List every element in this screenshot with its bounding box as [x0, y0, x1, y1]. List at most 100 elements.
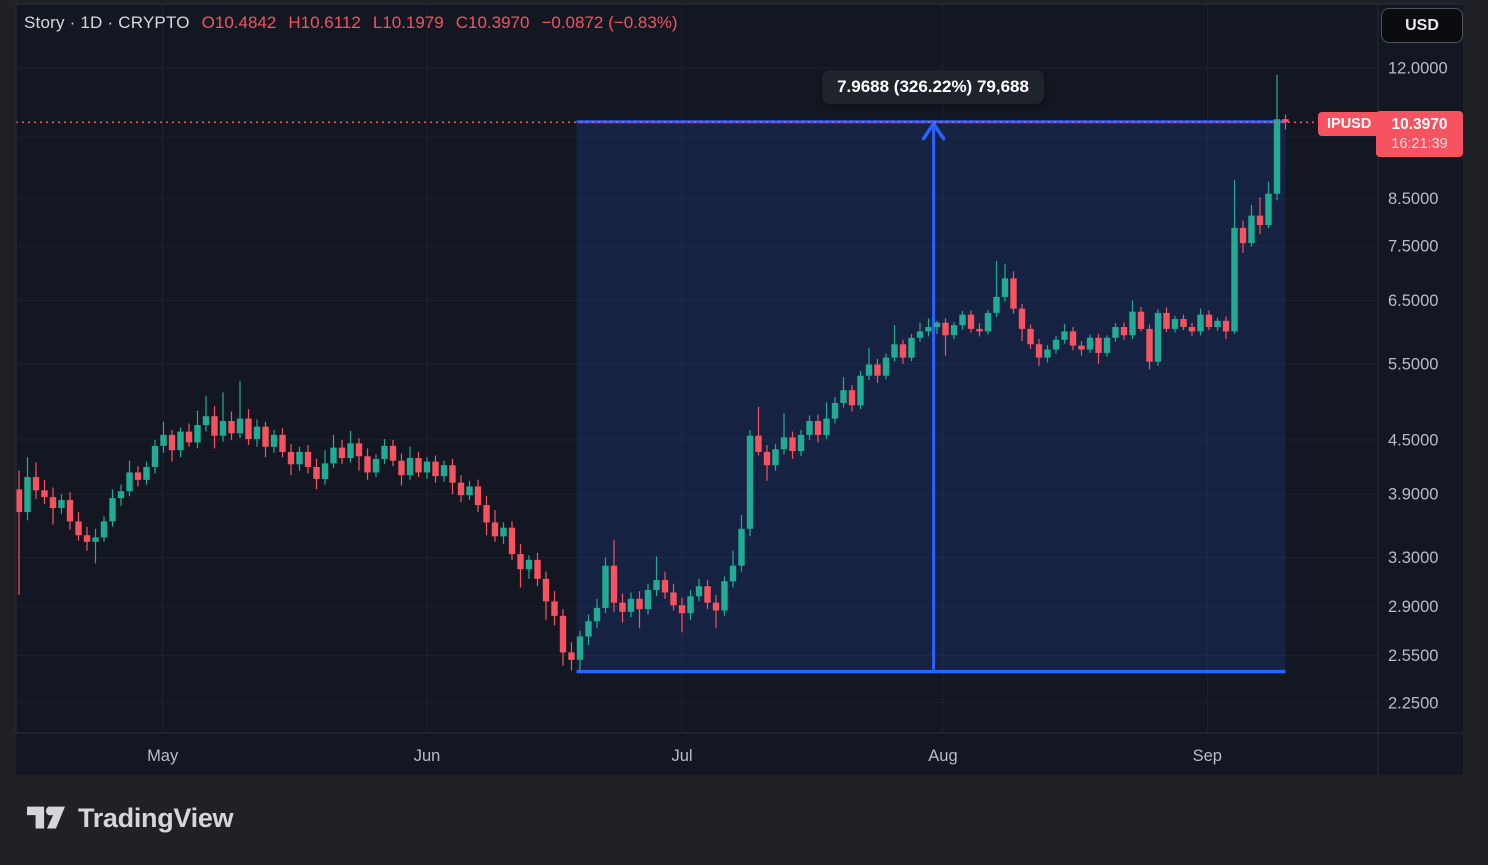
candle: [15, 489, 23, 513]
candle: [389, 445, 397, 461]
month-label[interactable]: Jul: [671, 747, 692, 765]
candle: [423, 461, 431, 473]
candle: [746, 435, 754, 529]
candle: [194, 425, 201, 443]
candle: [865, 364, 873, 376]
month-label[interactable]: Jun: [414, 747, 441, 765]
month-label[interactable]: May: [147, 747, 179, 765]
candle: [661, 580, 669, 593]
candle: [712, 602, 720, 611]
candle: [32, 477, 40, 491]
candle: [933, 322, 941, 328]
candle: [304, 451, 312, 467]
candle: [24, 477, 31, 513]
candle: [857, 375, 864, 406]
candle: [279, 434, 286, 452]
candle: [1265, 193, 1272, 225]
candle: [92, 537, 99, 542]
ohlc-low: L10.1979: [372, 13, 444, 32]
candle: [466, 486, 473, 496]
candle: [41, 490, 48, 498]
symbol-flag-text: IPUSD: [1327, 116, 1372, 132]
price-tick-label[interactable]: 3.9000: [1388, 486, 1438, 504]
measure-box: [576, 121, 1286, 672]
candle: [585, 621, 592, 637]
candle: [415, 458, 422, 473]
candle: [491, 522, 499, 537]
candle: [568, 652, 575, 660]
candle: [1112, 327, 1119, 338]
price-tick-label[interactable]: 5.5000: [1388, 355, 1438, 373]
candle: [287, 451, 295, 465]
candle: [219, 420, 227, 436]
candle: [270, 434, 278, 447]
measure-tooltip: 7.9688 (326.22%) 79,688: [822, 70, 1044, 104]
candle: [296, 451, 303, 465]
ohlc-high: H10.6112: [288, 13, 361, 32]
price-change: −0.0872 (−0.83%): [541, 13, 678, 32]
candle: [381, 445, 388, 459]
candle: [1239, 227, 1247, 244]
candle: [806, 420, 813, 435]
candle: [83, 535, 91, 542]
chart-pane-background: [16, 4, 1463, 775]
candle: [959, 314, 966, 326]
candle: [330, 447, 337, 464]
candle: [1069, 331, 1077, 346]
candle: [126, 472, 133, 492]
candle: [780, 437, 788, 450]
candle: [576, 636, 584, 660]
candle: [364, 456, 371, 473]
price-tick-label[interactable]: 2.9000: [1388, 598, 1438, 616]
candle: [347, 443, 354, 459]
price-tick-label[interactable]: 6.5000: [1388, 292, 1438, 310]
month-label[interactable]: Sep: [1193, 747, 1222, 765]
candle: [814, 420, 822, 435]
price-tick-label[interactable]: 7.5000: [1388, 238, 1438, 256]
candle: [1248, 215, 1255, 244]
bar-countdown: 16:21:39: [1391, 136, 1448, 152]
candle: [66, 500, 74, 522]
price-tick-label[interactable]: 3.3000: [1388, 549, 1438, 567]
symbol-title[interactable]: Story · 1D · CRYPTO: [24, 13, 190, 32]
candle: [177, 431, 184, 451]
currency-toggle-button[interactable]: USD: [1381, 8, 1463, 43]
candle: [1154, 312, 1162, 362]
candle: [245, 418, 252, 440]
candle: [525, 559, 533, 570]
candle: [1171, 318, 1179, 329]
candle: [644, 589, 652, 610]
candle: [916, 331, 924, 338]
candle: [398, 460, 405, 476]
last-price-value: 10.3970: [1391, 116, 1448, 133]
candle: [1103, 337, 1111, 353]
candle: [772, 449, 779, 466]
symbol-info-bar: Story · 1D · CRYPTO O10.4842 H10.6112 L1…: [24, 13, 678, 33]
month-label[interactable]: Aug: [928, 747, 957, 765]
measure-arrowhead: [921, 121, 936, 141]
candle: [1137, 311, 1145, 329]
candle: [440, 465, 448, 477]
price-tick-label[interactable]: 12.0000: [1388, 59, 1448, 77]
price-tick-label[interactable]: 2.2500: [1388, 694, 1438, 712]
candle: [627, 598, 635, 612]
candle: [1205, 314, 1213, 328]
tradingview-logo-text: TradingView: [78, 802, 234, 833]
candle: [160, 434, 167, 446]
ohlc-close: C10.3970: [455, 13, 530, 32]
tradingview-logo-icon: [27, 806, 65, 829]
candle: [1078, 345, 1085, 350]
price-tick-label[interactable]: 8.5000: [1388, 190, 1438, 208]
candle: [704, 586, 711, 603]
candle: [1197, 314, 1204, 332]
tradingview-logo[interactable]: TradingView: [25, 799, 234, 837]
candle: [58, 500, 65, 509]
price-tick-label[interactable]: 2.5500: [1388, 647, 1438, 665]
price-tick-label[interactable]: 4.5000: [1388, 431, 1438, 449]
candle: [508, 527, 516, 555]
candle: [1010, 278, 1017, 309]
candle: [653, 580, 660, 590]
candle: [1120, 327, 1128, 336]
